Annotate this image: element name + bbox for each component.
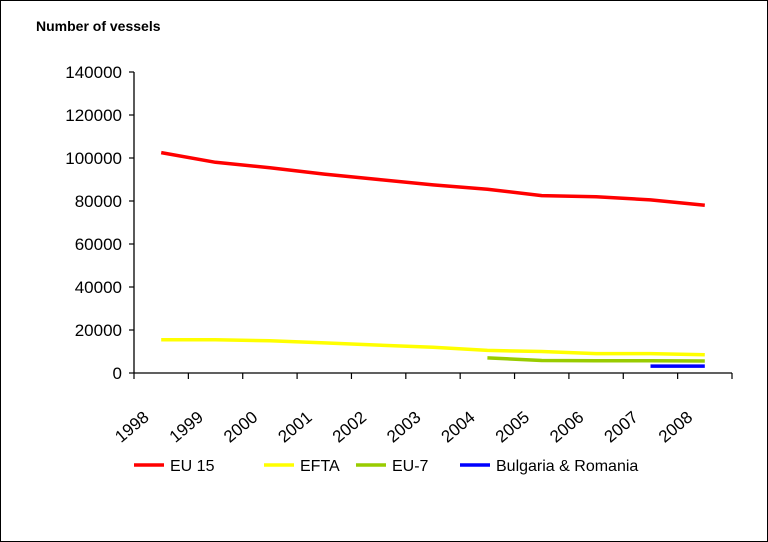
- x-tick-label: 2002: [329, 408, 370, 447]
- series-line-efta: [161, 337, 705, 357]
- legend: EU 15 EFTA EU-7 Bulgaria & Romania: [134, 458, 638, 475]
- x-tick-label: 2008: [655, 408, 696, 447]
- y-tick-label: 120000: [65, 106, 122, 125]
- y-tick-label: 140000: [65, 63, 122, 82]
- x-tick-label: 1999: [166, 408, 207, 447]
- x-tick-label: 1998: [111, 408, 152, 447]
- y-tick-label: 100000: [65, 149, 122, 168]
- x-tick-label: 2003: [383, 408, 424, 447]
- legend-label: EU 15: [170, 458, 215, 475]
- y-tick-label: 80000: [75, 192, 122, 211]
- series-line-eu-7: [487, 356, 705, 363]
- x-tick-label: 2000: [220, 408, 261, 447]
- series-lines: [160, 150, 705, 368]
- x-tick-label: 2006: [546, 408, 587, 447]
- legend-label: EU-7: [392, 458, 429, 475]
- y-tick-label: 0: [113, 364, 122, 383]
- axes: [129, 71, 733, 379]
- x-tick-label: 2004: [438, 408, 479, 447]
- legend-label: Bulgaria & Romania: [496, 458, 638, 475]
- x-tick-label: 2005: [492, 408, 533, 447]
- legend-label: EFTA: [300, 458, 340, 475]
- x-tick-label: 2001: [274, 408, 315, 447]
- y-tick-label: 60000: [75, 235, 122, 254]
- x-tick-label: 2007: [601, 408, 642, 447]
- series-line-eu-15: [160, 150, 705, 208]
- y-tick-label: 20000: [75, 321, 122, 340]
- tick-labels: 0 20000 40000 60000 80000 100000 120000 140000 1…: [65, 63, 696, 446]
- y-tick-label: 40000: [75, 278, 122, 297]
- y-axis-title: Number of vessels: [36, 18, 161, 34]
